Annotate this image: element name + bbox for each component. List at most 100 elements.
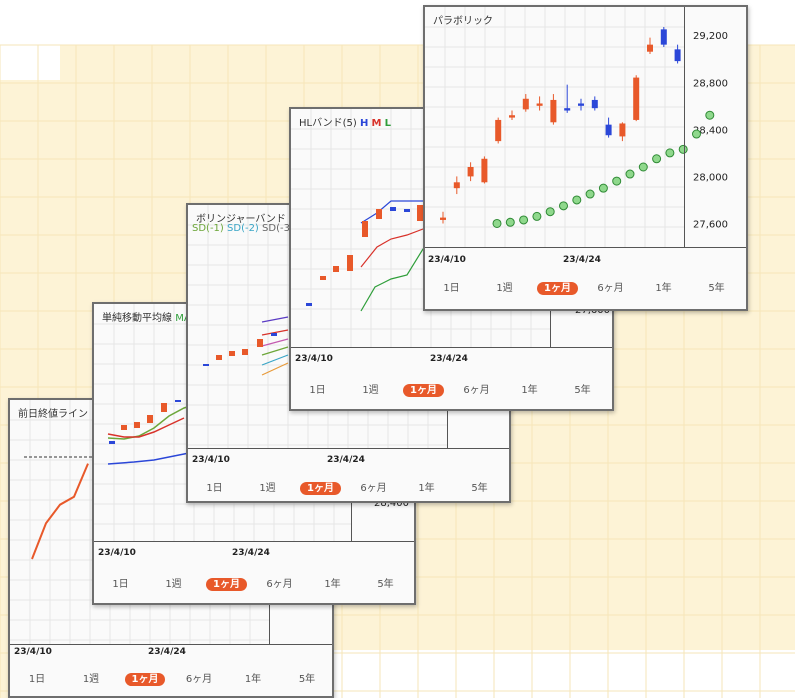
candle-body [453, 182, 460, 189]
period-1y[interactable]: 1年 [418, 483, 435, 494]
candle-body [467, 167, 474, 177]
candle-body [481, 158, 488, 183]
period-selector: 1日 1週 1ヶ月 6ヶ月 1年 5年 [425, 280, 746, 300]
sar-dot [705, 110, 715, 120]
sma-candle [161, 403, 167, 412]
sar-dot [559, 201, 568, 211]
period-6m[interactable]: 6ヶ月 [185, 674, 213, 685]
period-5y[interactable]: 5年 [708, 283, 725, 294]
y-tick-label: 28,400 [693, 125, 728, 136]
band-sd1-line [261, 346, 289, 356]
legend-m: M [371, 118, 382, 129]
period-selector: 1日 1週 1ヶ月 6ヶ月 1年 5年 [94, 576, 414, 596]
chart-divider [10, 644, 332, 645]
period-1w[interactable]: 1週 [82, 674, 100, 685]
period-selector: 1日 1週 1ヶ月 6ヶ月 1年 5年 [291, 382, 612, 402]
axis-divider [684, 7, 685, 247]
period-1y[interactable]: 1年 [244, 674, 262, 685]
y-tick-label: 28,800 [693, 78, 728, 89]
period-1d[interactable]: 1日 [28, 674, 46, 685]
period-1y[interactable]: 1年 [324, 579, 341, 590]
period-6m[interactable]: 6ヶ月 [463, 385, 490, 396]
period-1m[interactable]: 1ヶ月 [294, 480, 347, 500]
legend-h: H [359, 118, 369, 129]
bollinger-candle [203, 364, 209, 366]
candle-body [647, 44, 653, 52]
legend-l: L [384, 118, 392, 129]
x-tick-label: 23/4/24 [563, 255, 601, 265]
sma-candle [147, 415, 153, 423]
period-5y[interactable]: 5年 [471, 483, 488, 494]
band-mid-line [261, 329, 289, 336]
period-1m[interactable]: 1ヶ月 [200, 576, 253, 596]
sar-dot [625, 169, 635, 179]
sar-dot [692, 129, 701, 139]
candle-body [536, 103, 543, 106]
period-1w[interactable]: 1週 [496, 283, 513, 294]
legend-sd1: SD(-1) [192, 223, 224, 234]
sar-dot [652, 154, 662, 164]
candle-body [605, 124, 612, 136]
legend-sd3: SD(-3) [262, 223, 294, 234]
x-tick-label: 23/4/24 [232, 548, 270, 558]
sar-dot [545, 207, 555, 217]
x-tick-label: 23/4/10 [428, 255, 466, 265]
sar-dot [492, 218, 502, 228]
x-tick-label: 23/4/10 [192, 455, 230, 465]
period-1m[interactable]: 1ヶ月 [397, 382, 450, 402]
candle-body [550, 99, 557, 123]
period-5y[interactable]: 5年 [377, 579, 394, 590]
period-1w[interactable]: 1週 [165, 579, 182, 590]
card-title: HLバンド(5) H M L [299, 114, 391, 129]
x-tick-label: 23/4/24 [430, 354, 468, 364]
period-1m[interactable]: 1ヶ月 [531, 280, 584, 300]
period-1d[interactable]: 1日 [206, 483, 223, 494]
sar-dot [532, 211, 542, 221]
period-5y[interactable]: 5年 [574, 385, 591, 396]
chart-divider [94, 541, 414, 542]
sar-dot [612, 176, 622, 186]
candle-body [509, 115, 515, 118]
hl-candle [347, 255, 353, 271]
legend-sd2: SD(-2) [227, 223, 259, 234]
candle-body [522, 98, 529, 110]
period-6m[interactable]: 6ヶ月 [266, 579, 293, 590]
period-1y[interactable]: 1年 [521, 385, 538, 396]
legend-sd: SD(-1) SD(-2) SD(-3) [192, 223, 294, 234]
bollinger-candle [257, 339, 263, 347]
period-6m[interactable]: 6ヶ月 [360, 483, 387, 494]
x-tick-label: 23/4/10 [295, 354, 333, 364]
candle-body [564, 108, 571, 111]
period-1w[interactable]: 1週 [362, 385, 379, 396]
x-tick-label: 23/4/10 [14, 647, 52, 657]
x-tick-label: 23/4/24 [148, 647, 186, 657]
period-selector: 1日 1週 1ヶ月 6ヶ月 1年 5年 [10, 671, 332, 691]
period-1d[interactable]: 1日 [443, 283, 460, 294]
sar-dot [572, 195, 582, 205]
period-1m[interactable]: 1ヶ月 [118, 671, 172, 691]
period-1y[interactable]: 1年 [655, 283, 672, 294]
hl-candle [333, 266, 339, 272]
sar-dot [519, 215, 529, 225]
bollinger-candle [229, 351, 235, 356]
sma-candle [121, 425, 127, 430]
card-title: パラボリック [433, 16, 493, 27]
hl-candle [404, 209, 410, 212]
candle-body [660, 29, 667, 45]
band-sd2-line [261, 354, 289, 366]
band-sd-line [261, 338, 289, 347]
parabolic-plot: 27,600 28,000 28,400 28,800 29,200 [425, 7, 728, 247]
candle-body [495, 119, 502, 142]
period-1w[interactable]: 1週 [259, 483, 276, 494]
band-upper-line [261, 316, 289, 323]
card-parabolic[interactable]: 27,600 28,000 28,400 28,800 29,200 パラボリック 23… [423, 5, 748, 311]
period-5y[interactable]: 5年 [298, 674, 316, 685]
period-1d[interactable]: 1日 [112, 579, 129, 590]
hl-candle [320, 276, 326, 280]
period-6m[interactable]: 6ヶ月 [597, 283, 624, 294]
period-selector: 1日 1週 1ヶ月 6ヶ月 1年 5年 [188, 480, 509, 500]
period-1d[interactable]: 1日 [309, 385, 326, 396]
card-title-ma: MA [175, 313, 191, 324]
bollinger-candle [271, 333, 277, 336]
hl-candle [376, 209, 382, 219]
